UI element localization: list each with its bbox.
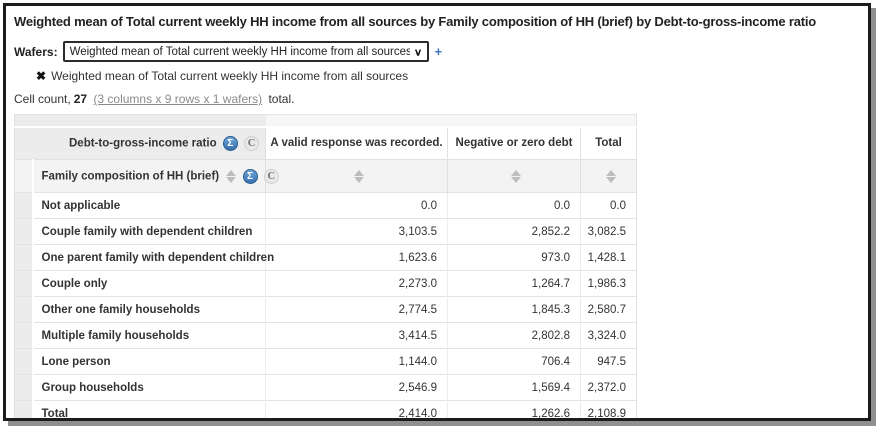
data-cell: 2,546.9 [265,374,448,401]
column-header-negative-zero-debt[interactable]: Negative or zero debt [447,126,581,160]
custom-data-icon[interactable]: C [263,168,279,184]
data-cell: 2,852.2 [447,218,581,245]
row-strip-cell [14,244,34,271]
top-strip-right [265,114,637,128]
row-label: Lone person [32,348,266,375]
table-row: One parent family with dependent childre… [14,244,637,271]
table-row: Couple family with dependent children 3,1… [14,218,637,245]
sort-icon[interactable] [226,169,237,184]
sort-icon[interactable] [605,169,616,184]
row-label: Group households [32,374,266,401]
table-row: Group households 2,546.9 1,569.4 2,372.0 [14,374,637,401]
data-table: Debt-to-gross-income ratio Σ C A valid r… [14,114,638,418]
sum-icon[interactable]: Σ [222,135,238,151]
wafers-row: Wafers: Weighted mean of Total current w… [14,41,860,62]
data-cell: 2,580.7 [579,296,637,323]
data-cell: 3,103.5 [265,218,448,245]
data-cell: 0.0 [265,192,448,219]
row-label: Not applicable [32,192,266,219]
data-cell: 1,262.6 [447,400,581,418]
table-row: Not applicable 0.0 0.0 0.0 [14,192,637,219]
sort-icon[interactable] [353,169,364,184]
row-dimension-row: Family composition of HH (brief) Σ C [14,159,637,193]
row-label: Other one family households [32,296,266,323]
column-header-valid-response[interactable]: A valid response was recorded. [265,126,448,160]
data-cell: 1,623.6 [265,244,448,271]
cell-count-row: Cell count, 27 (3 columns x 9 rows x 1 wa… [14,92,860,106]
data-cell: 1,428.1 [579,244,637,271]
cell-count-value: 27 [73,92,88,106]
data-cell: 2,273.0 [265,270,448,297]
column-sort-cell [265,159,448,193]
add-wafer-button[interactable]: + [434,44,443,59]
chevron-down-icon: ∨ [413,45,423,58]
column-sort-cell [447,159,581,193]
top-strip-left [14,114,266,128]
data-cell: 973.0 [447,244,581,271]
data-cell: 0.0 [579,192,637,219]
cell-count-link[interactable]: (3 columns x 9 rows x 1 wafers) [93,92,263,106]
row-strip-cell [14,296,34,323]
table-row: Multiple family households 3,414.5 2,802.8… [14,322,637,349]
column-header-total[interactable]: Total [579,126,637,160]
data-cell: 947.5 [579,348,637,375]
data-cell: 2,108.9 [579,400,637,418]
data-cell: 1,986.3 [579,270,637,297]
remove-wafer-icon[interactable]: ✖ [36,69,47,83]
table-row: Lone person 1,144.0 706.4 947.5 [14,348,637,375]
data-cell: 2,372.0 [579,374,637,401]
wafers-select[interactable]: Weighted mean of Total current weekly HH… [62,41,429,62]
row-strip-cell [14,159,34,193]
sum-icon[interactable]: Σ [242,168,258,184]
wafer-chip: ✖ Weighted mean of Total current weekly … [36,69,860,83]
row-dimension-label: Family composition of HH (brief) [41,170,220,183]
row-dimension-cell: Family composition of HH (brief) Σ C [32,159,279,193]
data-cell: 1,144.0 [265,348,448,375]
page-title: Weighted mean of Total current weekly HH… [14,14,817,29]
table-top-strip [14,114,637,128]
cell-count-prefix: Cell count, [14,92,71,106]
data-cell: 0.0 [447,192,581,219]
row-label: One parent family with dependent childre… [32,244,274,271]
data-cell: 2,774.5 [265,296,448,323]
data-cell: 2,802.8 [447,322,581,349]
data-cell: 1,845.3 [447,296,581,323]
data-cell: 706.4 [447,348,581,375]
sort-icon[interactable] [511,169,521,184]
row-label: Total [32,400,266,418]
wafer-chip-label: Weighted mean of Total current weekly HH… [51,69,409,83]
row-strip-cell [14,218,34,245]
data-cell: 3,414.5 [265,322,448,349]
row-label: Couple only [32,270,266,297]
custom-data-icon[interactable]: C [244,135,259,151]
column-dimension-cell: Debt-to-gross-income ratio Σ C [14,126,266,160]
row-strip-cell [14,400,34,418]
data-cell: 1,569.4 [447,374,581,401]
table-row: Total 2,414.0 1,262.6 2,108.9 [14,400,637,418]
column-dimension-label: Debt-to-gross-income ratio [69,137,217,150]
data-cell: 3,082.5 [579,218,637,245]
row-label: Multiple family households [32,322,266,349]
data-cell: 1,264.7 [447,270,581,297]
table-row: Other one family households 2,774.5 1,845.… [14,296,637,323]
app-window: Weighted mean of Total current weekly HH… [3,3,871,421]
row-strip-cell [14,348,34,375]
row-strip-cell [14,374,34,401]
data-cell: 2,414.0 [265,400,448,418]
row-strip-cell [14,322,34,349]
cell-count-suffix: total. [268,92,295,106]
wafers-select-value: Weighted mean of Total current weekly HH… [69,45,410,58]
column-sort-cell [579,159,637,193]
table-row: Couple only 2,273.0 1,264.7 1,986.3 [14,270,637,297]
row-label: Couple family with dependent children [32,218,266,245]
row-strip-cell [14,192,34,219]
wafers-label: Wafers: [14,44,58,59]
row-strip-cell [14,270,34,297]
data-cell: 3,324.0 [579,322,637,349]
column-dimension-row: Debt-to-gross-income ratio Σ C A valid r… [14,126,637,160]
